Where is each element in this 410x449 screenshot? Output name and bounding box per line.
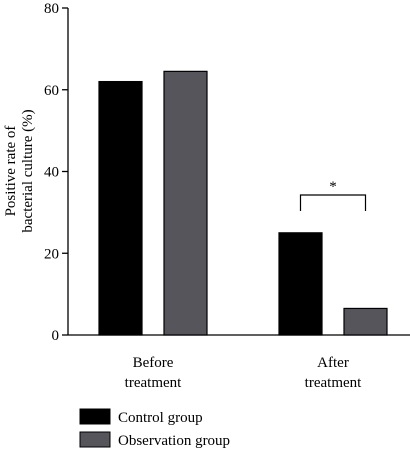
y-tick-label: 80 [44,1,59,17]
y-tick-label: 40 [44,165,59,181]
y-tick-label: 0 [52,328,60,344]
y-axis-title-line: bacterial culture (%) [20,109,36,232]
y-tick-label: 20 [44,246,59,262]
y-tick-label: 60 [44,83,59,99]
legend-label: Observation group [118,433,230,449]
category-label-line: After [317,355,349,371]
bar [163,70,208,336]
legend-swatch [79,431,111,448]
legend-label: Control group [118,410,203,426]
y-axis-title-text: Positive rate ofbacterial culture (%) [3,109,36,232]
bar [98,80,143,336]
category-label: After treatment [305,355,362,391]
significance-label: * [329,179,337,195]
legend-swatch [79,408,111,425]
bar [278,232,323,336]
category-label-line: Before [133,355,174,371]
category-label-line: treatment [125,375,182,391]
annotations: * [299,179,367,211]
category-label-line: treatment [305,375,362,391]
category-label: Before treatment [125,355,182,391]
bar [343,307,388,336]
legend: Control group Observation group [79,408,230,449]
category-labels: Before treatment After treatment [125,355,362,391]
y-axis-title: Positive rate ofbacterial culture (%) [3,109,36,232]
significance-bracket [299,194,367,211]
bars [98,70,388,336]
y-axis-title-line: Positive rate of [3,126,19,217]
